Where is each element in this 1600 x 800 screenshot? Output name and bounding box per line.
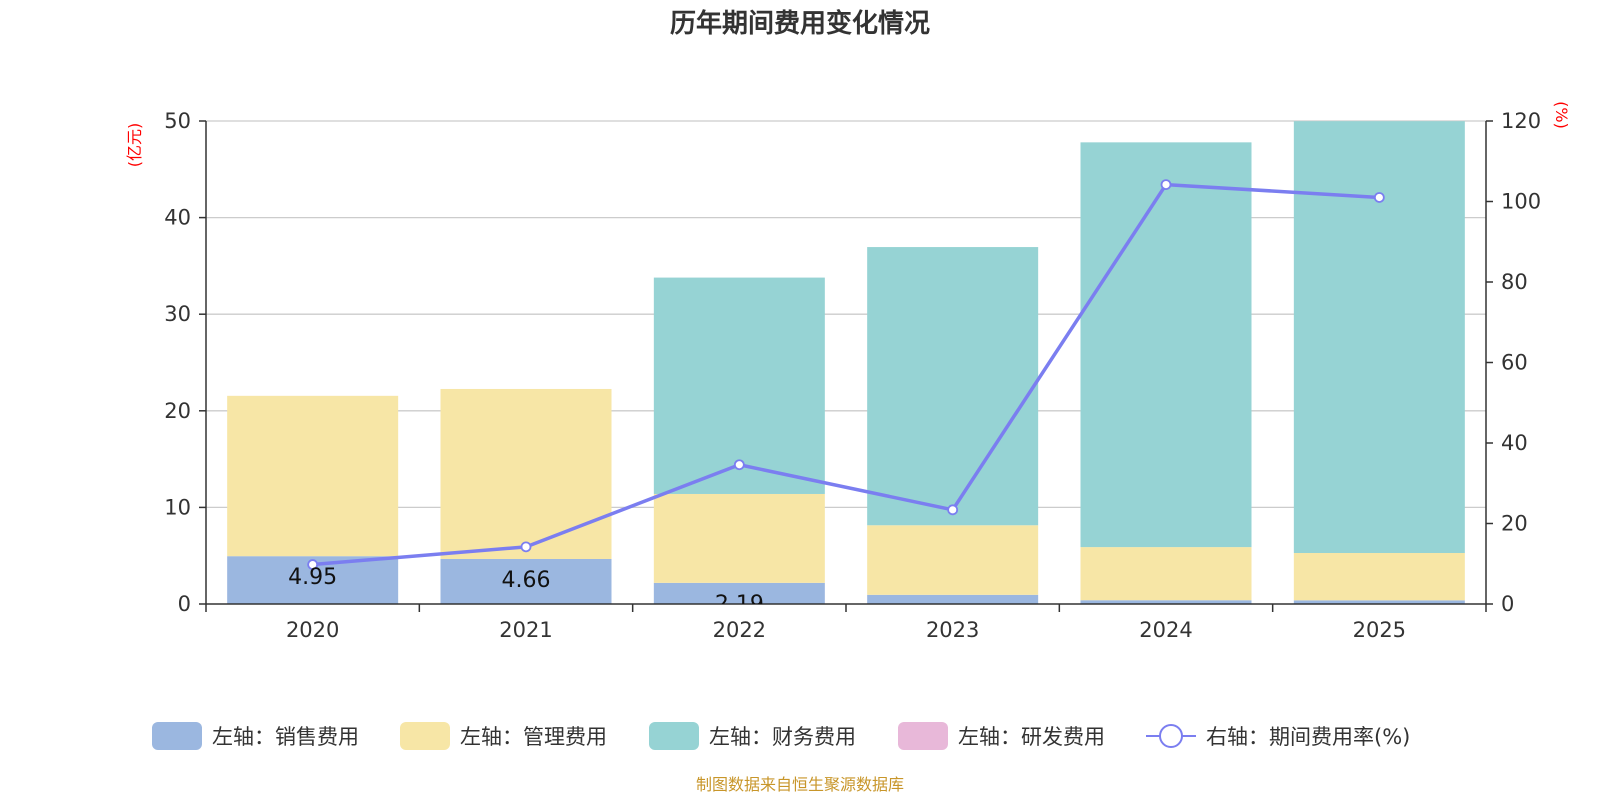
rate-line — [307, 179, 1385, 570]
bar-data-label: 4.66 — [502, 568, 551, 593]
source-note: 制图数据来自恒生聚源数据库 — [696, 775, 904, 794]
bar-segment — [867, 247, 1039, 526]
legend-swatch — [400, 722, 450, 750]
x-tick-label: 2022 — [713, 618, 766, 642]
gridlines — [206, 120, 1486, 509]
left-tick-label: 20 — [164, 399, 191, 423]
data-labels: 4.95 4.662.19 0.95 0.39 0.38 — [288, 565, 977, 629]
legend-label: 左轴：销售费用 — [212, 725, 359, 749]
right-axis-unit: (%) — [1552, 101, 1571, 129]
legend-marker — [1159, 724, 1183, 748]
left-tick-label: 10 — [164, 495, 191, 519]
right-tick-label: 60 — [1501, 351, 1528, 375]
legend-label: 左轴：研发费用 — [958, 725, 1105, 749]
chart-title: 历年期间费用变化情况 — [670, 8, 930, 39]
right-tick-label: 40 — [1501, 431, 1528, 455]
bar-segment — [440, 388, 612, 559]
right-tick-label: 100 — [1501, 190, 1541, 214]
left-axis-unit: (亿元) — [125, 123, 144, 168]
bar-segment — [867, 525, 1039, 595]
x-tick-label: 2024 — [1139, 618, 1192, 642]
rate-point — [307, 559, 319, 570]
rate-point — [520, 541, 532, 553]
x-tick-label: 2025 — [1353, 618, 1406, 642]
legend-label: 左轴：财务费用 — [709, 725, 856, 749]
bar-segment — [1293, 600, 1465, 604]
rate-point — [947, 504, 959, 516]
legend[interactable]: 左轴：销售费用 左轴：管理费用 左轴：财务费用 左轴：研发费用 右轴：期间费用率(%) — [152, 722, 1410, 750]
right-tick-label: 0 — [1501, 592, 1514, 616]
bars — [227, 121, 1465, 604]
bar-segment — [227, 395, 399, 557]
rate-point — [1373, 192, 1385, 203]
right-tick-label: 120 — [1501, 109, 1541, 133]
right-tick-label: 80 — [1501, 270, 1528, 294]
rate-point — [1160, 179, 1172, 190]
bar-segment — [440, 558, 612, 604]
bar-segment — [1293, 121, 1465, 553]
bar-data-label: 4.95 — [288, 565, 337, 590]
bar-segment — [653, 493, 825, 583]
legend-swatch — [152, 722, 202, 750]
bar-data-label: 0.95 — [928, 604, 977, 629]
x-tick-label: 2021 — [499, 618, 552, 642]
left-tick-label: 0 — [178, 592, 191, 616]
legend-label: 右轴：期间费用率(%) — [1206, 725, 1410, 749]
bar-segment — [653, 277, 825, 494]
legend-swatch — [649, 722, 699, 750]
bar-segment — [1293, 552, 1465, 601]
left-tick-label: 50 — [164, 109, 191, 133]
bar-segment — [653, 582, 825, 604]
bar-segment — [1080, 142, 1252, 548]
x-tick-label: 2023 — [926, 618, 979, 642]
right-tick-label: 20 — [1501, 512, 1528, 536]
legend-swatch — [898, 722, 948, 750]
bar-segment — [1080, 600, 1252, 604]
legend-label: 左轴：管理费用 — [460, 725, 607, 749]
bar-data-label: 2.19 — [715, 592, 764, 617]
rate-line-path — [312, 182, 1380, 567]
bar-segment — [1080, 547, 1252, 601]
rate-point — [733, 459, 745, 471]
bar-segment — [867, 594, 1039, 604]
left-tick-label: 40 — [164, 206, 191, 230]
axes: 0 10 20 30 40 50 0 20 40 60 80 100 120 2020 2021 2022 20… — [164, 109, 1541, 642]
x-tick-label: 2020 — [286, 618, 339, 642]
left-tick-label: 30 — [164, 302, 191, 326]
